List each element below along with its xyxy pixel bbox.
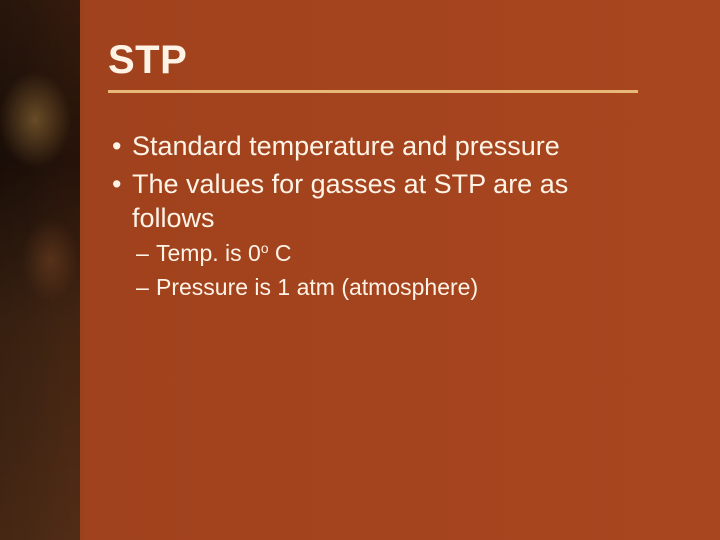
bullet-item: • The values for gasses at STP are as fo… [108,168,648,236]
text-part: Temp. is 0 [156,240,261,266]
bullet-dot-icon: • [108,130,132,164]
slide-title: STP [108,38,638,83]
slide: STP • Standard temperature and pressure … [0,0,720,540]
content-body: • Standard temperature and pressure • Th… [108,130,648,305]
title-container: STP [108,38,638,83]
title-underline [108,90,638,93]
left-decorative-image [0,0,80,540]
bullet-dash-icon: – [136,273,156,303]
bullet-item: • Standard temperature and pressure [108,130,648,164]
sub-bullet-item: – Temp. is 0o C [136,239,648,269]
bullet-text: Standard temperature and pressure [132,130,560,164]
bullet-text: The values for gasses at STP are as foll… [132,168,648,236]
superscript: o [261,241,269,256]
sub-bullet-text: Temp. is 0o C [156,239,292,269]
sub-bullet-item: – Pressure is 1 atm (atmosphere) [136,273,648,303]
sub-bullet-text: Pressure is 1 atm (atmosphere) [156,273,478,303]
bullet-dash-icon: – [136,239,156,269]
bullet-dot-icon: • [108,168,132,202]
text-part: C [269,240,292,266]
